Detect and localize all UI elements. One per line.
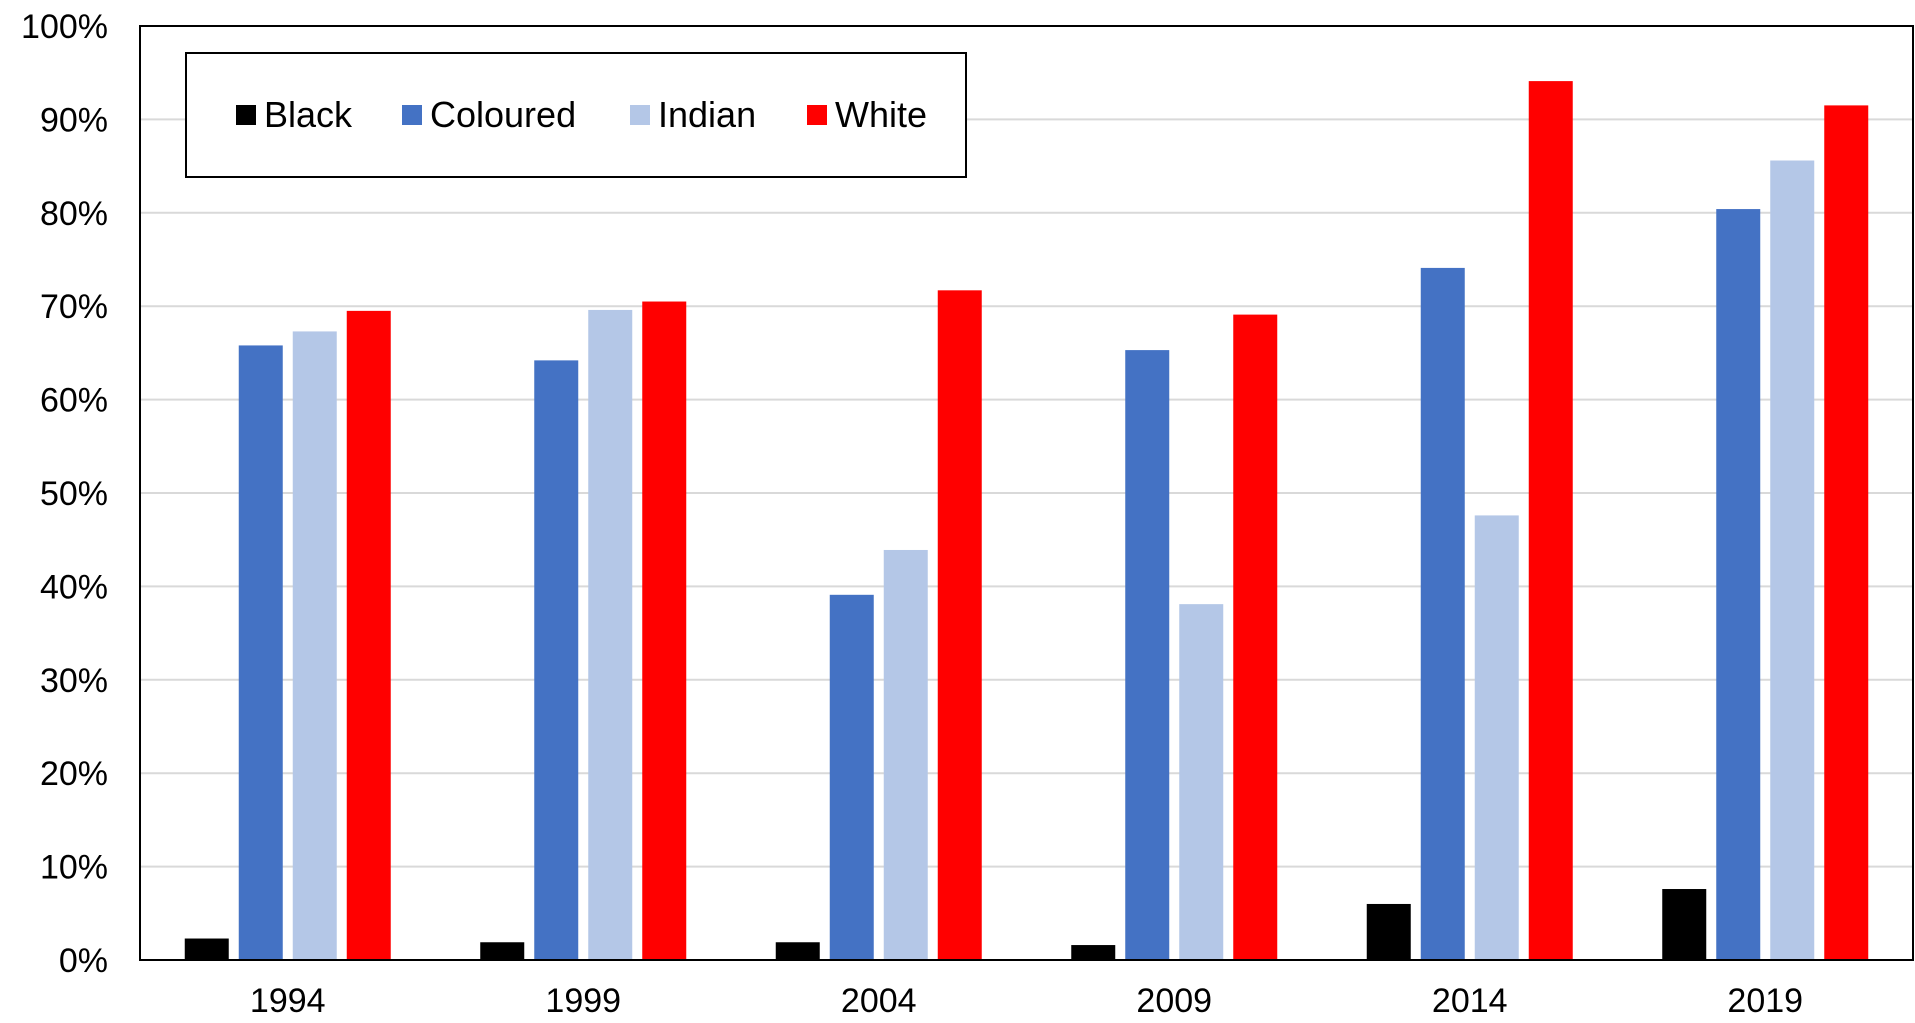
bar-black-1994 [184, 938, 229, 960]
y-tick-label: 10% [40, 849, 108, 887]
bar-indian-1999 [588, 309, 633, 960]
bar-black-2014 [1366, 903, 1411, 960]
bars [184, 81, 1869, 961]
bar-white-2009 [1233, 314, 1278, 961]
x-tick-label: 1994 [250, 982, 326, 1020]
bar-indian-1994 [292, 331, 337, 961]
bar-coloured-1999 [534, 360, 579, 960]
bar-white-2019 [1824, 105, 1869, 960]
y-tick-label: 60% [40, 382, 108, 420]
axes [139, 25, 1914, 961]
bar-black-2019 [1662, 889, 1707, 960]
y-tick-label: 20% [40, 755, 108, 793]
legend-swatch-black [236, 105, 256, 125]
bar-indian-2019 [1770, 160, 1815, 961]
x-tick-label: 2014 [1432, 982, 1508, 1020]
bar-coloured-2014 [1420, 267, 1465, 960]
legend-box [185, 52, 967, 178]
legend-swatch-indian [630, 105, 650, 125]
y-tick-label: 90% [40, 101, 108, 139]
x-tick-label: 2019 [1727, 982, 1803, 1020]
legend-label-black: Black [264, 94, 353, 135]
bar-indian-2009 [1179, 604, 1224, 960]
legend-label-indian: Indian [658, 94, 756, 135]
legend-swatch-coloured [402, 105, 422, 125]
legend-label-coloured: Coloured [430, 94, 576, 135]
bar-coloured-1994 [238, 345, 283, 961]
bar-white-2004 [937, 290, 982, 960]
gridlines [140, 118, 1913, 868]
y-tick-labels: 0% 10% 20% 30% 40% 50% 60% 70% 80% 90% 100% [21, 8, 108, 980]
bar-indian-2004 [883, 549, 928, 960]
y-tick-label: 70% [40, 288, 108, 326]
bar-coloured-2019 [1716, 209, 1761, 961]
x-tick-label: 2009 [1136, 982, 1212, 1020]
bar-indian-2014 [1474, 515, 1519, 960]
plot-frame [139, 25, 1914, 961]
y-tick-label: 100% [21, 8, 108, 46]
y-tick-label: 50% [40, 475, 108, 513]
bar-white-1994 [346, 310, 391, 960]
y-tick-label: 40% [40, 568, 108, 606]
bar-white-1999 [642, 301, 687, 960]
legend-swatch-white [807, 105, 827, 125]
x-tick-labels: 1994 1999 2004 2009 2014 2019 [250, 982, 1803, 1020]
bar-black-1999 [480, 942, 525, 960]
bar-white-2014 [1528, 81, 1573, 960]
bar-coloured-2009 [1125, 350, 1170, 960]
y-tick-label: 30% [40, 662, 108, 700]
bar-black-2004 [775, 942, 820, 960]
bar-coloured-2004 [829, 594, 874, 960]
x-tick-label: 1999 [545, 982, 621, 1020]
legend-label-white: White [835, 94, 927, 135]
y-tick-label: 80% [40, 195, 108, 233]
x-tick-label: 2004 [841, 982, 917, 1020]
y-tick-label: 0% [59, 942, 108, 980]
bar-black-2009 [1071, 945, 1116, 960]
legend: Black Coloured Indian White [185, 52, 967, 178]
